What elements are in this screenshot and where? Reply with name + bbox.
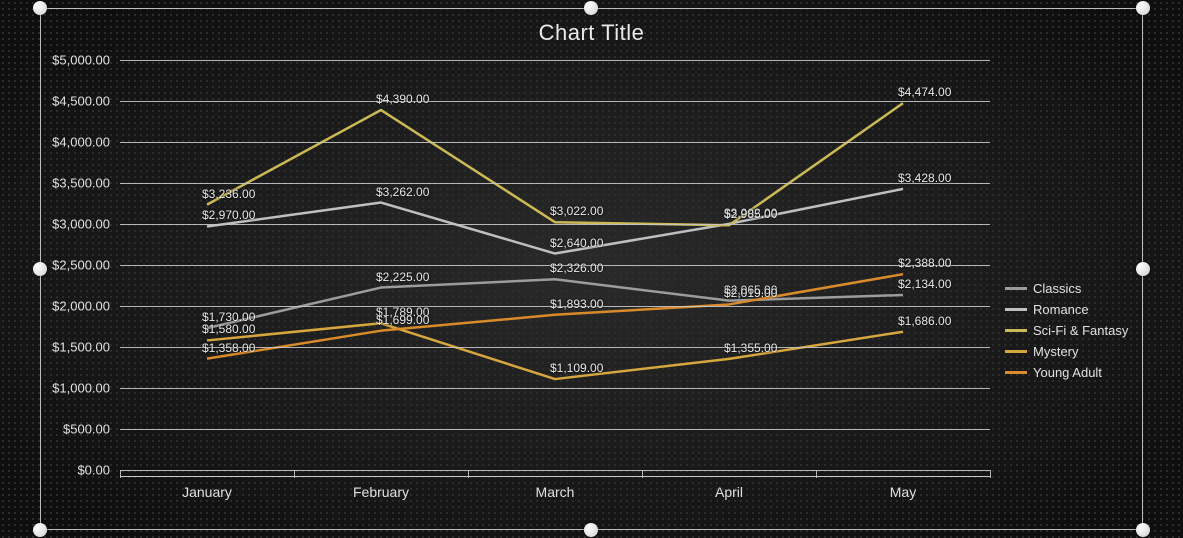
data-label: $2,134.00 <box>898 277 951 291</box>
data-label: $1,358.00 <box>202 341 255 355</box>
data-label: $2,985.00 <box>724 207 777 221</box>
plot-area[interactable]: $0.00$500.00$1,000.00$1,500.00$2,000.00$… <box>120 60 990 470</box>
legend-label: Sci-Fi & Fantasy <box>1033 323 1128 338</box>
legend-item[interactable]: Sci-Fi & Fantasy <box>1005 323 1128 338</box>
category-tick <box>816 470 817 478</box>
legend-item[interactable]: Classics <box>1005 281 1128 296</box>
data-label: $1,699.00 <box>376 313 429 327</box>
category-tick <box>990 470 991 478</box>
data-label: $4,390.00 <box>376 92 429 106</box>
selection-handle[interactable] <box>33 262 47 276</box>
data-label: $1,580.00 <box>202 322 255 336</box>
gridline <box>120 142 990 143</box>
gridline <box>120 101 990 102</box>
selection-handle[interactable] <box>584 1 598 15</box>
data-label: $1,893.00 <box>550 297 603 311</box>
data-label: $4,474.00 <box>898 85 951 99</box>
x-axis-label: February <box>353 484 409 500</box>
data-label: $2,019.00 <box>724 286 777 300</box>
gridline <box>120 60 990 61</box>
y-axis-label: $3,500.00 <box>52 176 110 191</box>
gridline <box>120 224 990 225</box>
selection-handle[interactable] <box>1136 523 1150 537</box>
legend-swatch <box>1005 329 1027 332</box>
data-label: $1,686.00 <box>898 314 951 328</box>
chart-title[interactable]: Chart Title <box>0 20 1183 46</box>
category-tick <box>120 470 121 478</box>
y-axis-label: $3,000.00 <box>52 217 110 232</box>
gridline <box>120 470 990 471</box>
legend-label: Mystery <box>1033 344 1079 359</box>
selection-handle[interactable] <box>33 523 47 537</box>
x-axis-baseline <box>120 476 990 477</box>
legend-swatch <box>1005 287 1027 290</box>
data-label: $2,225.00 <box>376 270 429 284</box>
data-label: $3,262.00 <box>376 185 429 199</box>
y-axis-label: $1,000.00 <box>52 381 110 396</box>
x-axis-label: January <box>182 484 232 500</box>
y-axis-label: $500.00 <box>63 422 110 437</box>
gridline <box>120 388 990 389</box>
data-label: $2,970.00 <box>202 208 255 222</box>
gridline <box>120 183 990 184</box>
x-axis-label: March <box>536 484 575 500</box>
x-axis-label: May <box>890 484 916 500</box>
y-axis-label: $4,500.00 <box>52 94 110 109</box>
category-tick <box>468 470 469 478</box>
series-line[interactable] <box>207 274 903 358</box>
data-label: $1,355.00 <box>724 341 777 355</box>
legend-label: Romance <box>1033 302 1089 317</box>
data-label: $2,326.00 <box>550 261 603 275</box>
legend-swatch <box>1005 371 1027 374</box>
y-axis-label: $0.00 <box>77 463 110 478</box>
legend-item[interactable]: Romance <box>1005 302 1128 317</box>
selection-handle[interactable] <box>1136 1 1150 15</box>
legend-item[interactable]: Mystery <box>1005 344 1128 359</box>
selection-handle[interactable] <box>33 1 47 15</box>
data-label: $3,428.00 <box>898 171 951 185</box>
y-axis-label: $4,000.00 <box>52 135 110 150</box>
data-label: $1,109.00 <box>550 361 603 375</box>
category-tick <box>294 470 295 478</box>
category-tick <box>642 470 643 478</box>
data-label: $3,022.00 <box>550 204 603 218</box>
legend-swatch <box>1005 350 1027 353</box>
legend-label: Young Adult <box>1033 365 1102 380</box>
gridline <box>120 429 990 430</box>
legend-swatch <box>1005 308 1027 311</box>
legend-item[interactable]: Young Adult <box>1005 365 1128 380</box>
x-axis-label: April <box>715 484 743 500</box>
data-label: $2,388.00 <box>898 256 951 270</box>
legend-label: Classics <box>1033 281 1081 296</box>
data-label: $3,236.00 <box>202 187 255 201</box>
data-label: $2,640.00 <box>550 236 603 250</box>
legend[interactable]: Classics Romance Sci-Fi & Fantasy Mystery Yo… <box>1005 275 1128 386</box>
selection-handle[interactable] <box>1136 262 1150 276</box>
y-axis-label: $1,500.00 <box>52 340 110 355</box>
y-axis-label: $2,500.00 <box>52 258 110 273</box>
y-axis-label: $5,000.00 <box>52 53 110 68</box>
y-axis-label: $2,000.00 <box>52 299 110 314</box>
selection-handle[interactable] <box>584 523 598 537</box>
